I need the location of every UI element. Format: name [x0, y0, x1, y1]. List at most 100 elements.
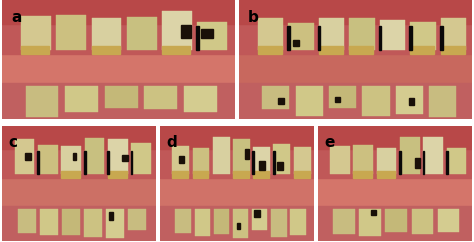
Bar: [423, 137, 443, 174]
Bar: [293, 40, 299, 46]
Bar: [127, 17, 156, 50]
Bar: [2, 0, 235, 54]
Bar: [273, 144, 290, 174]
Bar: [2, 126, 156, 149]
Bar: [173, 146, 189, 174]
Bar: [399, 151, 401, 174]
Bar: [91, 46, 119, 54]
Bar: [371, 210, 375, 214]
Bar: [239, 83, 472, 119]
Bar: [233, 209, 248, 238]
Bar: [423, 151, 425, 174]
Bar: [2, 206, 156, 241]
Bar: [257, 18, 283, 50]
Bar: [253, 147, 270, 174]
Bar: [175, 209, 191, 233]
Bar: [438, 209, 459, 232]
Bar: [277, 162, 283, 170]
Bar: [330, 146, 350, 174]
Bar: [380, 20, 405, 50]
Bar: [56, 15, 86, 50]
Bar: [73, 153, 76, 160]
Bar: [441, 18, 466, 50]
Bar: [271, 209, 287, 237]
Bar: [61, 171, 80, 178]
Bar: [259, 161, 265, 170]
Bar: [318, 206, 472, 241]
Bar: [181, 25, 191, 38]
Bar: [396, 86, 423, 114]
Bar: [319, 46, 343, 54]
Bar: [429, 86, 456, 117]
Bar: [65, 86, 98, 112]
Bar: [25, 153, 31, 160]
Bar: [2, 83, 235, 119]
Bar: [184, 86, 217, 112]
Bar: [288, 23, 313, 50]
Bar: [294, 171, 310, 178]
Bar: [109, 212, 112, 220]
Bar: [214, 209, 229, 234]
Bar: [411, 209, 433, 234]
Bar: [173, 171, 188, 178]
Bar: [18, 209, 36, 233]
Bar: [379, 26, 382, 50]
Bar: [245, 149, 248, 159]
Bar: [239, 0, 472, 54]
Bar: [122, 155, 128, 161]
Bar: [145, 86, 177, 109]
Bar: [440, 26, 443, 50]
Bar: [107, 151, 109, 174]
Bar: [21, 16, 51, 50]
Bar: [201, 29, 212, 38]
Bar: [410, 46, 435, 54]
Bar: [447, 148, 466, 174]
Bar: [180, 156, 184, 163]
Bar: [128, 209, 146, 230]
Bar: [252, 209, 267, 230]
Bar: [233, 139, 250, 174]
Bar: [273, 151, 274, 174]
Text: c: c: [9, 135, 18, 150]
Bar: [377, 148, 396, 174]
Bar: [108, 171, 127, 178]
Bar: [329, 86, 356, 108]
Bar: [198, 22, 227, 50]
Bar: [410, 22, 436, 50]
Bar: [333, 209, 355, 234]
Bar: [385, 209, 407, 232]
Bar: [192, 171, 209, 178]
Bar: [319, 18, 344, 50]
Bar: [318, 126, 472, 178]
Bar: [410, 98, 414, 106]
Bar: [354, 145, 373, 174]
Bar: [84, 209, 102, 237]
Text: b: b: [248, 9, 259, 24]
Bar: [160, 126, 314, 149]
Bar: [377, 171, 395, 178]
Bar: [287, 26, 290, 50]
Bar: [255, 211, 260, 217]
Bar: [61, 146, 81, 174]
Bar: [194, 209, 210, 236]
Bar: [62, 209, 80, 235]
Bar: [160, 206, 314, 241]
Bar: [26, 86, 58, 117]
Bar: [295, 86, 323, 116]
Bar: [409, 26, 412, 50]
Bar: [359, 209, 381, 236]
Bar: [354, 171, 372, 178]
Bar: [294, 147, 310, 174]
Bar: [37, 151, 39, 174]
Bar: [233, 171, 249, 178]
Bar: [237, 223, 239, 229]
Bar: [349, 46, 374, 54]
Bar: [2, 0, 235, 24]
Bar: [106, 209, 124, 238]
Bar: [239, 0, 472, 24]
Bar: [349, 18, 375, 50]
Bar: [253, 151, 255, 174]
Bar: [196, 26, 199, 50]
Bar: [213, 137, 229, 174]
Text: d: d: [166, 135, 177, 150]
